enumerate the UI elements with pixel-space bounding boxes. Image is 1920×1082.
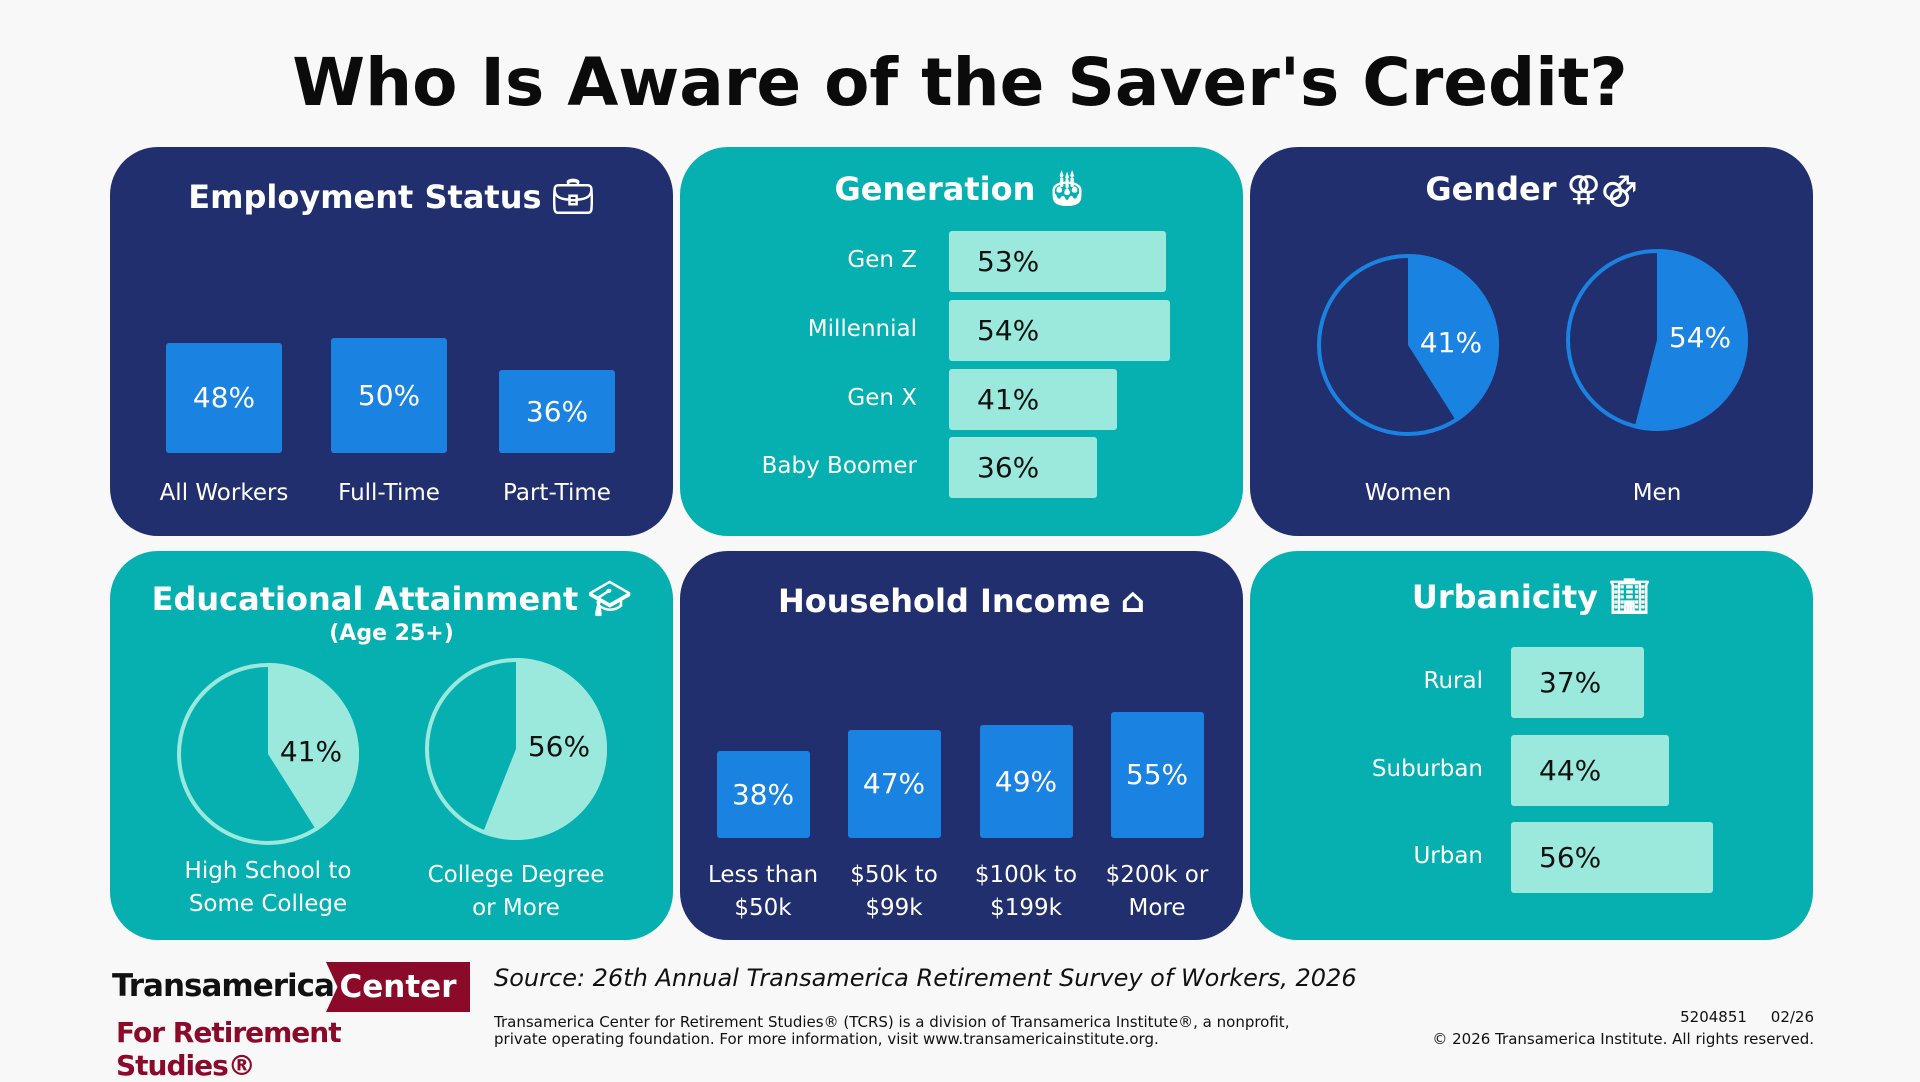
birthday-cake-icon: 🎂︎	[1045, 169, 1089, 209]
bar: 47%	[847, 729, 941, 838]
bar-category-label: Rural	[1423, 667, 1483, 694]
logo-subtitle: For Retirement Studies®	[116, 1016, 342, 1082]
pie-value-slice	[1634, 249, 1748, 431]
bar: 54%	[949, 300, 1171, 361]
pie-chart	[1317, 254, 1499, 436]
gender-card: Gender ⚢︎⚣︎ 41% Women 54% Men	[1250, 147, 1813, 536]
copyright: © 2026 Transamerica Institute. All right…	[1432, 1030, 1814, 1048]
bar: 38%	[716, 750, 810, 838]
bar-category-label: $200k or	[1105, 862, 1209, 888]
bar: 49%	[979, 725, 1073, 838]
bar-category-label: $50k to	[850, 862, 938, 888]
house-icon: ⌂	[1120, 581, 1146, 621]
bar-category-label: $199k	[990, 895, 1062, 921]
pie-category-label: Men	[1632, 480, 1682, 506]
bar-category-label: Baby Boomer	[761, 452, 917, 479]
household-income-card: Household Income ⌂ 38% Less than $50k 47% $50…	[680, 551, 1243, 940]
disclaimer-line-1: Transamerica Center for Retirement Studi…	[494, 1013, 1290, 1031]
card-title: Educational Attainment	[151, 580, 579, 618]
card-title: Employment Status	[188, 178, 542, 216]
pie-category-label: Some College	[188, 891, 348, 917]
pie-value-label: 54%	[1668, 321, 1732, 354]
bar: 48%	[166, 342, 282, 453]
educational-attainment-card: Educational Attainment 🎓︎ (Age 25+) 41% Hi…	[110, 551, 673, 940]
bar: 44%	[1511, 735, 1670, 806]
logo: Transamerica Center For Retirement Studi…	[112, 962, 472, 1082]
disclaimer-line-2: private operating foundation. For more i…	[494, 1030, 1159, 1048]
briefcase-icon: 💼︎	[551, 177, 595, 217]
bar-category-label: Part-Time	[503, 480, 611, 506]
bar: 53%	[949, 231, 1167, 292]
bar: 36%	[499, 370, 615, 453]
document-code: 5204851 02/26	[1680, 1008, 1814, 1026]
card-title: Generation	[834, 170, 1036, 208]
bar-category-label: All Workers	[159, 480, 289, 506]
source-note: Source: 26th Annual Transamerica Retirem…	[494, 964, 1357, 992]
bar-category-label: Millennial	[807, 315, 917, 342]
bar: 36%	[949, 437, 1097, 498]
pie-value-slice	[268, 663, 359, 831]
pie-chart	[177, 663, 359, 845]
bar-category-label: Suburban	[1371, 755, 1483, 782]
pie-value-slice	[1408, 254, 1499, 422]
bar-category-label: Urban	[1413, 842, 1483, 869]
employment-status-card: Employment Status 💼︎ 48% All Workers 50% Ful…	[110, 147, 673, 536]
bar-category-label: Gen X	[847, 384, 917, 411]
card-title: Household Income	[777, 582, 1111, 620]
generation-card: Generation 🎂︎ 53% Gen Z 54% Millennial 41% Gen…	[680, 147, 1243, 536]
pie-value-slice	[482, 658, 607, 840]
pie-chart	[425, 658, 607, 840]
bar-category-label: More	[1128, 895, 1186, 921]
bar-category-label: $50k	[734, 895, 792, 921]
pie-category-label: Women	[1364, 480, 1452, 506]
bar-category-label: Less than	[707, 862, 819, 888]
bar-category-label: $99k	[865, 895, 923, 921]
card-subtitle: (Age 25+)	[329, 621, 454, 646]
pie-value-label: 41%	[279, 735, 343, 768]
bar: 55%	[1110, 711, 1204, 838]
bar-category-label: $100k to	[974, 862, 1078, 888]
bar-category-label: Full-Time	[338, 480, 440, 506]
bar: 50%	[331, 338, 447, 453]
pie-category-label: High School to	[184, 858, 352, 884]
logo-center: Center	[326, 962, 470, 1012]
bar-category-label: Gen Z	[847, 246, 917, 273]
card-title: Urbanicity	[1411, 578, 1598, 616]
bar: 41%	[949, 369, 1118, 430]
bar: 56%	[1511, 822, 1713, 893]
pie-chart	[1566, 249, 1748, 431]
card-title: Gender	[1425, 170, 1557, 208]
urbanicity-card: Urbanicity 🏢︎ 37% Rural 44% Suburban 56% Urban	[1250, 551, 1813, 940]
gender-symbols-icon: ⚢︎⚣︎	[1566, 169, 1638, 209]
page-title: Who Is Aware of the Saver's Credit?	[292, 44, 1628, 121]
bar: 37%	[1511, 647, 1645, 718]
buildings-icon: 🏢︎	[1607, 577, 1652, 617]
pie-value-label: 41%	[1419, 326, 1483, 359]
pie-category-label: College Degree	[427, 862, 605, 888]
graduation-cap-icon: 🎓︎	[588, 579, 632, 619]
pie-category-label: or More	[472, 895, 560, 921]
logo-transamerica: Transamerica	[112, 968, 335, 1004]
pie-value-label: 56%	[527, 730, 591, 763]
